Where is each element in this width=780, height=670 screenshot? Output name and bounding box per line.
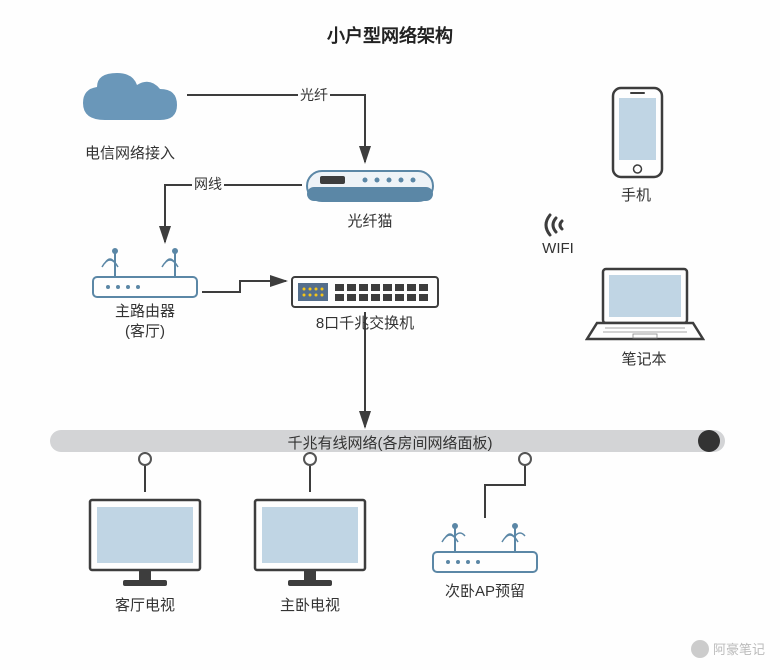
- wifi-label: WIFI: [536, 240, 580, 257]
- modem-label: 光纤猫: [340, 210, 400, 231]
- edge-router-switch: [202, 281, 286, 292]
- laptop-label: 笔记本: [620, 348, 668, 369]
- switch-icon: [290, 275, 440, 310]
- ap-label: 次卧AP预留: [440, 580, 530, 601]
- network-diagram: 小户型网络架构 光纤 网线 电信网络接入: [0, 0, 780, 670]
- network-bar-label: 千兆有线网络(各房间网络面板): [288, 432, 493, 453]
- plug-icon: [518, 452, 532, 466]
- laptop-icon: [585, 265, 705, 345]
- cloud-icon: [75, 65, 185, 135]
- network-bar-end: [698, 430, 720, 452]
- watermark-text: 阿豪笔记: [713, 639, 765, 658]
- modem-icon: [305, 165, 435, 207]
- tv2-icon: [250, 495, 370, 590]
- phone-icon: [610, 85, 665, 180]
- edge-fiber: [187, 95, 365, 162]
- plug-icon: [303, 452, 317, 466]
- switch-label: 8口千兆交换机: [300, 312, 430, 333]
- watermark: 阿豪笔记: [691, 639, 765, 658]
- router-icon: [90, 245, 200, 300]
- tv1-icon: [85, 495, 205, 590]
- plug-icon: [138, 452, 152, 466]
- watermark-logo-icon: [691, 640, 709, 658]
- wifi-icon: [540, 205, 580, 245]
- phone-label: 手机: [618, 184, 654, 205]
- edge-label-fiber: 光纤: [298, 85, 330, 105]
- edge-label-ethernet: 网线: [192, 174, 224, 194]
- ap-icon: [430, 520, 540, 575]
- edge-ethernet-1: [165, 185, 302, 242]
- tv1-label: 客厅电视: [110, 594, 180, 615]
- tv2-label: 主卧电视: [275, 594, 345, 615]
- router-label: 主路由器 (客厅): [105, 302, 185, 341]
- cloud-label: 电信网络接入: [80, 142, 180, 163]
